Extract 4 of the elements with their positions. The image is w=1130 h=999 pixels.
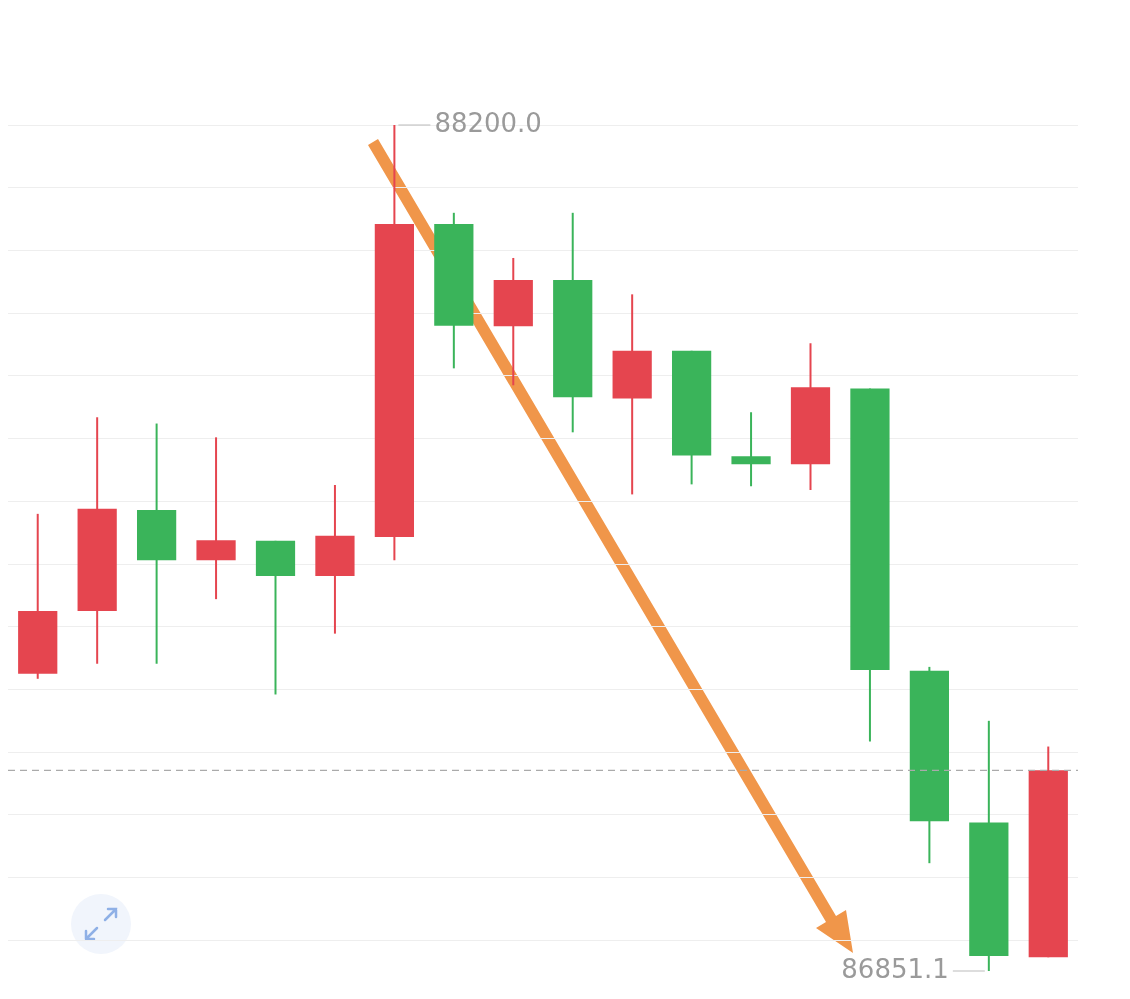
annotation: 86851.1 [841, 953, 949, 984]
annotation: 88200.0 [434, 107, 542, 138]
candlestick [196, 436, 236, 601]
candlestick [731, 411, 771, 488]
